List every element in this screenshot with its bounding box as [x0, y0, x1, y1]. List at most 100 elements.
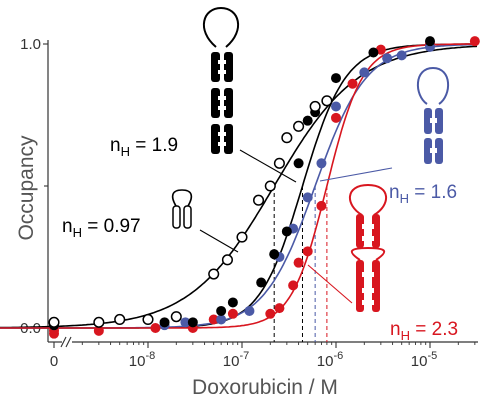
data-point-open [293, 120, 305, 132]
data-point-filled [244, 305, 255, 316]
strand-notch [430, 118, 437, 123]
data-point-filled [159, 317, 170, 328]
data-point-open [114, 313, 126, 326]
data-point-filled [302, 246, 313, 257]
strand-notch [218, 106, 226, 110]
fit-curve-3 [0, 43, 477, 329]
hill-label-2: nH = 1.9 [110, 135, 178, 159]
pointer-line-2 [239, 149, 297, 183]
strand-block [211, 124, 220, 154]
strand-outline [172, 205, 181, 229]
pointer-line-1 [199, 229, 239, 253]
data-point-filled [331, 73, 341, 84]
strand-block [372, 214, 380, 248]
hill-annotations: nH = 0.97 nH = 1.9 nH = 1.6 nH = 2.3 [62, 135, 458, 343]
strand-notch [362, 300, 374, 305]
axis-break-mark [60, 336, 67, 348]
data-point-filled [302, 192, 313, 203]
y-axis-title: Occupancy [15, 135, 38, 241]
data-point-open [208, 268, 220, 280]
data-point-filled [425, 36, 435, 47]
strand-block [435, 108, 443, 134]
fit-curve-2 [0, 43, 477, 329]
data-point-filled [396, 50, 407, 61]
loop [171, 189, 193, 207]
data-point-filled [288, 280, 299, 291]
strand-notch [218, 132, 226, 136]
data-point-filled [269, 249, 280, 260]
data-point-filled [274, 303, 285, 314]
strand-block [224, 88, 233, 118]
data-point-open [273, 157, 285, 169]
fit-curve-4 [0, 43, 477, 329]
data-point-filled [227, 297, 238, 308]
data-point-filled [216, 314, 227, 325]
strand-block [211, 52, 220, 82]
data-point-filled [256, 277, 267, 288]
data-point-filled [227, 308, 238, 319]
strand-notch [430, 148, 437, 153]
x-axis-title: Doxorubicin / M [192, 376, 338, 399]
data-point-filled [187, 317, 198, 328]
data-point-open [321, 95, 333, 107]
dna-structure-icons [171, 6, 449, 312]
data-point-filled [469, 36, 480, 47]
x-tick-label: 10-7 [223, 350, 249, 370]
annotation-pointers [199, 149, 393, 304]
black-hairpin-icon [202, 6, 240, 154]
strand-block [224, 124, 233, 154]
data-point-filled [382, 53, 393, 64]
top-loop [349, 183, 387, 216]
data-point-filled [216, 305, 227, 316]
data-point-filled [331, 112, 341, 123]
x-tick-label: 10-6 [317, 350, 343, 370]
data-point-filled [93, 325, 104, 336]
data-point-filled [293, 158, 304, 169]
hill-label-1: nH = 0.97 [62, 216, 141, 240]
hill-label-3: nH = 1.6 [389, 182, 457, 206]
strand-block [224, 52, 233, 82]
data-point-filled [331, 101, 341, 112]
data-points [48, 36, 480, 339]
pointer-line-4 [307, 264, 353, 304]
strand-notch [362, 272, 374, 277]
data-point-filled [293, 257, 304, 268]
data-point-open [236, 231, 248, 243]
axis-break-mark [65, 336, 72, 348]
data-point-open [253, 194, 265, 206]
data-point-filled [316, 200, 327, 211]
strand-notch [218, 96, 226, 100]
data-point-open [221, 254, 233, 266]
data-point-filled [208, 314, 219, 325]
data-point-open [309, 100, 321, 113]
data-point-open [170, 311, 182, 323]
data-point-filled [347, 78, 358, 89]
fit-curves [0, 43, 478, 329]
data-point-open [264, 180, 276, 192]
mid-loop [350, 246, 386, 261]
x-tick-label: 0 [50, 353, 58, 370]
data-point-filled [359, 67, 370, 78]
strand-notch [218, 70, 226, 74]
data-point-open [48, 316, 60, 328]
pointer-line-3 [319, 167, 393, 182]
strand-notch [218, 60, 226, 64]
strand-block [356, 214, 364, 248]
red-hairpin-icon [349, 183, 387, 312]
fit-curve-1 [0, 45, 478, 329]
data-point-open [281, 132, 293, 144]
data-point-filled [302, 115, 313, 126]
data-point-filled [281, 226, 292, 237]
data-point-open [93, 316, 105, 328]
strand-notch [362, 224, 374, 229]
strand-notch [362, 236, 374, 241]
data-point-filled [180, 317, 191, 328]
x-tick-label: 10-8 [129, 350, 155, 370]
loop [202, 6, 240, 48]
data-point-filled [316, 158, 327, 169]
x-tick-label: 10-5 [411, 350, 437, 370]
data-point-filled [150, 323, 161, 333]
data-point-filled [265, 308, 276, 319]
strand-notch [218, 142, 226, 146]
